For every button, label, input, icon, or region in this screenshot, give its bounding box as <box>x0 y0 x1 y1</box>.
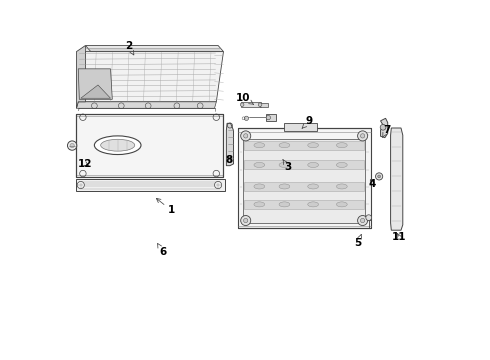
Text: 4: 4 <box>368 179 376 189</box>
Polygon shape <box>81 85 111 98</box>
Circle shape <box>240 103 244 107</box>
Bar <box>285 123 317 131</box>
Text: 5: 5 <box>354 234 362 248</box>
Ellipse shape <box>254 162 265 167</box>
Circle shape <box>266 116 270 120</box>
Bar <box>243 139 365 223</box>
Circle shape <box>245 116 248 121</box>
Bar <box>260 103 269 107</box>
Bar <box>245 182 365 191</box>
Ellipse shape <box>254 143 265 148</box>
Ellipse shape <box>254 184 265 189</box>
Ellipse shape <box>279 202 290 207</box>
Circle shape <box>70 143 74 148</box>
Ellipse shape <box>254 202 265 207</box>
Ellipse shape <box>279 162 290 167</box>
Polygon shape <box>76 45 85 108</box>
Ellipse shape <box>337 162 347 167</box>
Text: 1: 1 <box>156 198 175 216</box>
Ellipse shape <box>308 143 319 148</box>
Ellipse shape <box>100 139 135 151</box>
Circle shape <box>258 103 262 107</box>
Polygon shape <box>381 118 388 138</box>
Bar <box>266 114 276 121</box>
Circle shape <box>215 181 221 189</box>
Text: 9: 9 <box>302 116 313 128</box>
Ellipse shape <box>337 143 347 148</box>
Ellipse shape <box>337 202 347 207</box>
Polygon shape <box>76 102 216 108</box>
Text: 3: 3 <box>283 159 292 172</box>
Bar <box>245 140 365 149</box>
Circle shape <box>358 216 368 226</box>
Text: 6: 6 <box>158 243 166 257</box>
Polygon shape <box>76 114 223 177</box>
Ellipse shape <box>95 136 141 154</box>
Ellipse shape <box>308 184 319 189</box>
Circle shape <box>366 215 371 221</box>
Polygon shape <box>78 69 112 99</box>
Circle shape <box>241 216 251 226</box>
Circle shape <box>244 219 248 223</box>
Text: 8: 8 <box>225 155 232 165</box>
Text: 7: 7 <box>382 125 391 138</box>
Circle shape <box>68 141 77 150</box>
Ellipse shape <box>337 184 347 189</box>
Circle shape <box>241 131 251 141</box>
Circle shape <box>244 134 248 138</box>
Circle shape <box>358 131 368 141</box>
Circle shape <box>77 181 84 189</box>
Polygon shape <box>226 123 234 166</box>
Ellipse shape <box>279 143 290 148</box>
Polygon shape <box>391 128 403 230</box>
Text: 10: 10 <box>236 93 253 104</box>
Bar <box>242 102 261 107</box>
Text: 2: 2 <box>125 41 134 55</box>
Circle shape <box>375 173 383 180</box>
Circle shape <box>361 134 365 138</box>
Bar <box>245 200 365 209</box>
Polygon shape <box>85 45 223 51</box>
Polygon shape <box>78 51 223 102</box>
Ellipse shape <box>308 202 319 207</box>
Bar <box>238 128 370 228</box>
Bar <box>245 160 365 169</box>
Ellipse shape <box>308 162 319 167</box>
Text: 12: 12 <box>78 159 93 169</box>
Ellipse shape <box>279 184 290 189</box>
Text: 11: 11 <box>392 232 406 242</box>
Circle shape <box>380 125 386 130</box>
Bar <box>76 179 224 191</box>
Circle shape <box>361 219 365 223</box>
Circle shape <box>378 175 381 178</box>
